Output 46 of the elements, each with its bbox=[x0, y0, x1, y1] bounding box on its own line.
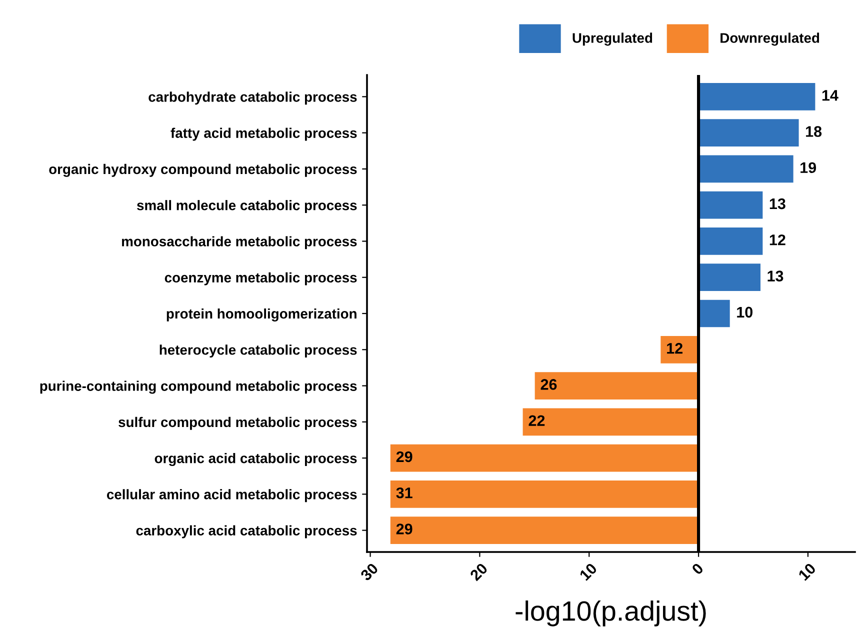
x-tick-label: 0 bbox=[691, 562, 704, 576]
bar bbox=[698, 190, 764, 220]
x-axis-title: -log10(p.adjust) bbox=[516, 600, 706, 626]
legend-label: Downregulated bbox=[720, 32, 820, 46]
x-tick-label: 30 bbox=[360, 562, 379, 582]
y-tick-label: purine-containing compound metabolic process bbox=[40, 380, 357, 394]
annotation: 18 bbox=[806, 126, 822, 137]
y-tick-label: coenzyme metabolic process bbox=[164, 272, 357, 286]
bar bbox=[698, 82, 816, 112]
bar bbox=[390, 480, 699, 509]
bar bbox=[698, 262, 762, 292]
y-tick-label: fatty acid metabolic process bbox=[170, 128, 357, 141]
bar bbox=[390, 516, 699, 545]
bar bbox=[698, 226, 764, 256]
annotation: 13 bbox=[768, 270, 784, 282]
x-tick-label: 20 bbox=[469, 562, 488, 582]
annotation: 29 bbox=[396, 451, 412, 462]
annotation: 29 bbox=[396, 524, 412, 534]
bar bbox=[522, 407, 699, 436]
y-tick-label: small molecule catabolic process bbox=[137, 200, 357, 214]
y-tick-label: cellular amino acid metabolic process bbox=[106, 489, 357, 502]
annotation: 12 bbox=[770, 234, 786, 246]
annotation: 12 bbox=[667, 342, 682, 354]
y-tick-label: carboxylic acid catabolic process bbox=[136, 525, 357, 538]
annotation: 10 bbox=[737, 306, 752, 318]
annotation: 13 bbox=[770, 198, 786, 210]
y-tick-label: carbohydrate catabolic process bbox=[148, 92, 357, 105]
bar bbox=[534, 371, 699, 400]
annotation: 26 bbox=[540, 379, 557, 390]
annotation: 31 bbox=[396, 487, 412, 498]
x-tick-label: 10 bbox=[579, 562, 598, 581]
y-tick-label: heterocycle catabolic process bbox=[160, 344, 357, 358]
bar bbox=[698, 118, 800, 148]
y-tick-label: organic acid catabolic process bbox=[154, 453, 357, 466]
y-tick-label: organic hydroxy compound metabolic process bbox=[49, 164, 357, 177]
annotation: 22 bbox=[528, 415, 545, 426]
y-tick-label: protein homooligomerization bbox=[166, 308, 356, 322]
bar bbox=[390, 444, 699, 473]
bar bbox=[698, 298, 731, 328]
x-tick-label: 10 bbox=[798, 562, 816, 581]
annotation: 14 bbox=[822, 90, 838, 101]
annotation: 19 bbox=[800, 162, 816, 174]
legend-label: Upregulated bbox=[572, 32, 652, 46]
y-tick-label: sulfur compound metabolic process bbox=[118, 416, 357, 430]
bar bbox=[698, 154, 794, 184]
y-tick-label: monosaccharide metabolic process bbox=[122, 236, 357, 250]
